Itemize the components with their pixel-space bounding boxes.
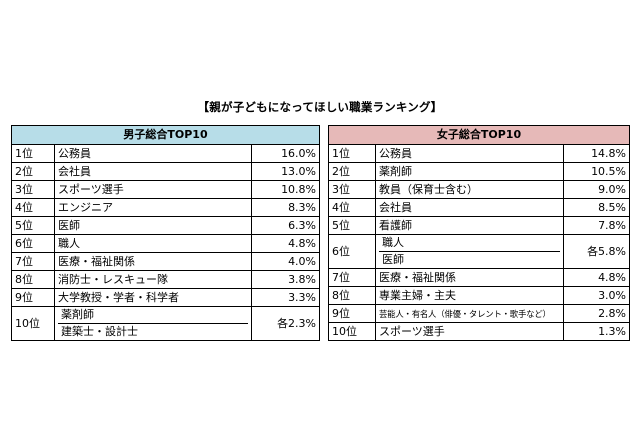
- rank-cell: 9位: [11, 288, 55, 307]
- rank-cell: 5位: [11, 216, 55, 235]
- rank-cell: 5位: [328, 216, 376, 235]
- rank-cell: 7位: [11, 252, 55, 271]
- job-cell: 消防士・レスキュー隊: [54, 270, 252, 289]
- job-cell: 教員（保育士含む）: [375, 180, 564, 199]
- job-cell: 会社員: [375, 198, 564, 217]
- percent-cell: 8.3%: [250, 198, 321, 217]
- percent-cell: 14.8%: [562, 144, 631, 163]
- job-cell: スポーツ選手: [375, 322, 564, 341]
- rank-cell: 6位: [328, 234, 376, 269]
- table-row: 1位 公務員 16.0%: [11, 144, 321, 163]
- table-row: 8位 専業主婦・主夫 3.0%: [328, 286, 631, 305]
- job-cell: 会社員: [54, 162, 252, 181]
- table-row: 7位 医療・福祉関係 4.0%: [11, 252, 321, 271]
- job-name: 医師: [379, 251, 560, 268]
- table-row: 8位 消防士・レスキュー隊 3.8%: [11, 270, 321, 289]
- job-cell-tie: 職人 医師: [375, 234, 564, 269]
- job-cell: 看護師: [375, 216, 564, 235]
- percent-cell: 6.3%: [250, 216, 321, 235]
- table-row: 3位 スポーツ選手 10.8%: [11, 180, 321, 199]
- job-name: 職人: [382, 236, 404, 249]
- table-row: 1位 公務員 14.8%: [328, 144, 631, 163]
- job-cell: 医療・福祉関係: [375, 268, 564, 287]
- percent-cell: 1.3%: [562, 322, 631, 341]
- percent-cell: 7.8%: [562, 216, 631, 235]
- rank-cell: 1位: [328, 144, 376, 163]
- rank-cell: 1位: [11, 144, 55, 163]
- table-row: 2位 会社員 13.0%: [11, 162, 321, 181]
- girls-ranking-table: 女子総合TOP10 1位 公務員 14.8% 2位 薬剤師 10.5% 3位 教…: [327, 125, 631, 341]
- table-row: 4位 会社員 8.5%: [328, 198, 631, 217]
- table-row: 10位 スポーツ選手 1.3%: [328, 322, 631, 341]
- girls-table-header: 女子総合TOP10: [327, 125, 631, 145]
- table-row: 2位 薬剤師 10.5%: [328, 162, 631, 181]
- rank-cell: 7位: [328, 268, 376, 287]
- percent-cell: 2.8%: [562, 304, 631, 323]
- job-cell-tie: 薬剤師 建築士・設計士: [54, 306, 252, 341]
- rank-cell: 8位: [328, 286, 376, 305]
- job-cell: 職人: [54, 234, 252, 253]
- page-title: 【親が子どもになってほしい職業ランキング】: [197, 100, 443, 114]
- table-row: 5位 看護師 7.8%: [328, 216, 631, 235]
- table-row-tie: 6位 職人 医師 各5.8%: [328, 234, 631, 269]
- table-row: 9位 大学教授・学者・科学者 3.3%: [11, 288, 321, 307]
- job-cell: 公務員: [54, 144, 252, 163]
- percent-cell: 4.8%: [250, 234, 321, 253]
- table-row: 5位 医師 6.3%: [11, 216, 321, 235]
- rank-cell: 3位: [328, 180, 376, 199]
- percent-cell: 4.0%: [250, 252, 321, 271]
- job-cell: 薬剤師: [375, 162, 564, 181]
- percent-cell: 各5.8%: [562, 234, 631, 269]
- job-cell: 医療・福祉関係: [54, 252, 252, 271]
- job-name: 建築士・設計士: [58, 323, 248, 340]
- percent-cell: 3.8%: [250, 270, 321, 289]
- table-row: 3位 教員（保育士含む） 9.0%: [328, 180, 631, 199]
- table-row-tie: 10位 薬剤師 建築士・設計士 各2.3%: [11, 306, 321, 341]
- rank-cell: 3位: [11, 180, 55, 199]
- rank-cell: 10位: [328, 322, 376, 341]
- table-row: 6位 職人 4.8%: [11, 234, 321, 253]
- table-row: 7位 医療・福祉関係 4.8%: [328, 268, 631, 287]
- rank-cell: 9位: [328, 304, 376, 323]
- job-cell: エンジニア: [54, 198, 252, 217]
- table-row: 9位 芸能人・有名人（俳優・タレント・歌手など） 2.8%: [328, 304, 631, 323]
- job-cell: 医師: [54, 216, 252, 235]
- percent-cell: 各2.3%: [250, 306, 321, 341]
- percent-cell: 3.0%: [562, 286, 631, 305]
- rank-cell: 8位: [11, 270, 55, 289]
- percent-cell: 10.5%: [562, 162, 631, 181]
- percent-cell: 9.0%: [562, 180, 631, 199]
- rank-cell: 6位: [11, 234, 55, 253]
- percent-cell: 16.0%: [250, 144, 321, 163]
- job-cell: 大学教授・学者・科学者: [54, 288, 252, 307]
- table-row: 4位 エンジニア 8.3%: [11, 198, 321, 217]
- rank-cell: 10位: [11, 306, 55, 341]
- job-cell: 公務員: [375, 144, 564, 163]
- job-cell: スポーツ選手: [54, 180, 252, 199]
- percent-cell: 3.3%: [250, 288, 321, 307]
- percent-cell: 10.8%: [250, 180, 321, 199]
- percent-cell: 4.8%: [562, 268, 631, 287]
- rank-cell: 2位: [328, 162, 376, 181]
- job-name: 薬剤師: [61, 308, 94, 321]
- boys-ranking-table: 男子総合TOP10 1位 公務員 16.0% 2位 会社員 13.0% 3位 ス…: [10, 125, 321, 341]
- job-cell: 専業主婦・主夫: [375, 286, 564, 305]
- rank-cell: 4位: [11, 198, 55, 217]
- percent-cell: 13.0%: [250, 162, 321, 181]
- percent-cell: 8.5%: [562, 198, 631, 217]
- job-cell: 芸能人・有名人（俳優・タレント・歌手など）: [375, 304, 564, 323]
- rank-cell: 2位: [11, 162, 55, 181]
- rank-cell: 4位: [328, 198, 376, 217]
- boys-table-header: 男子総合TOP10: [10, 125, 321, 145]
